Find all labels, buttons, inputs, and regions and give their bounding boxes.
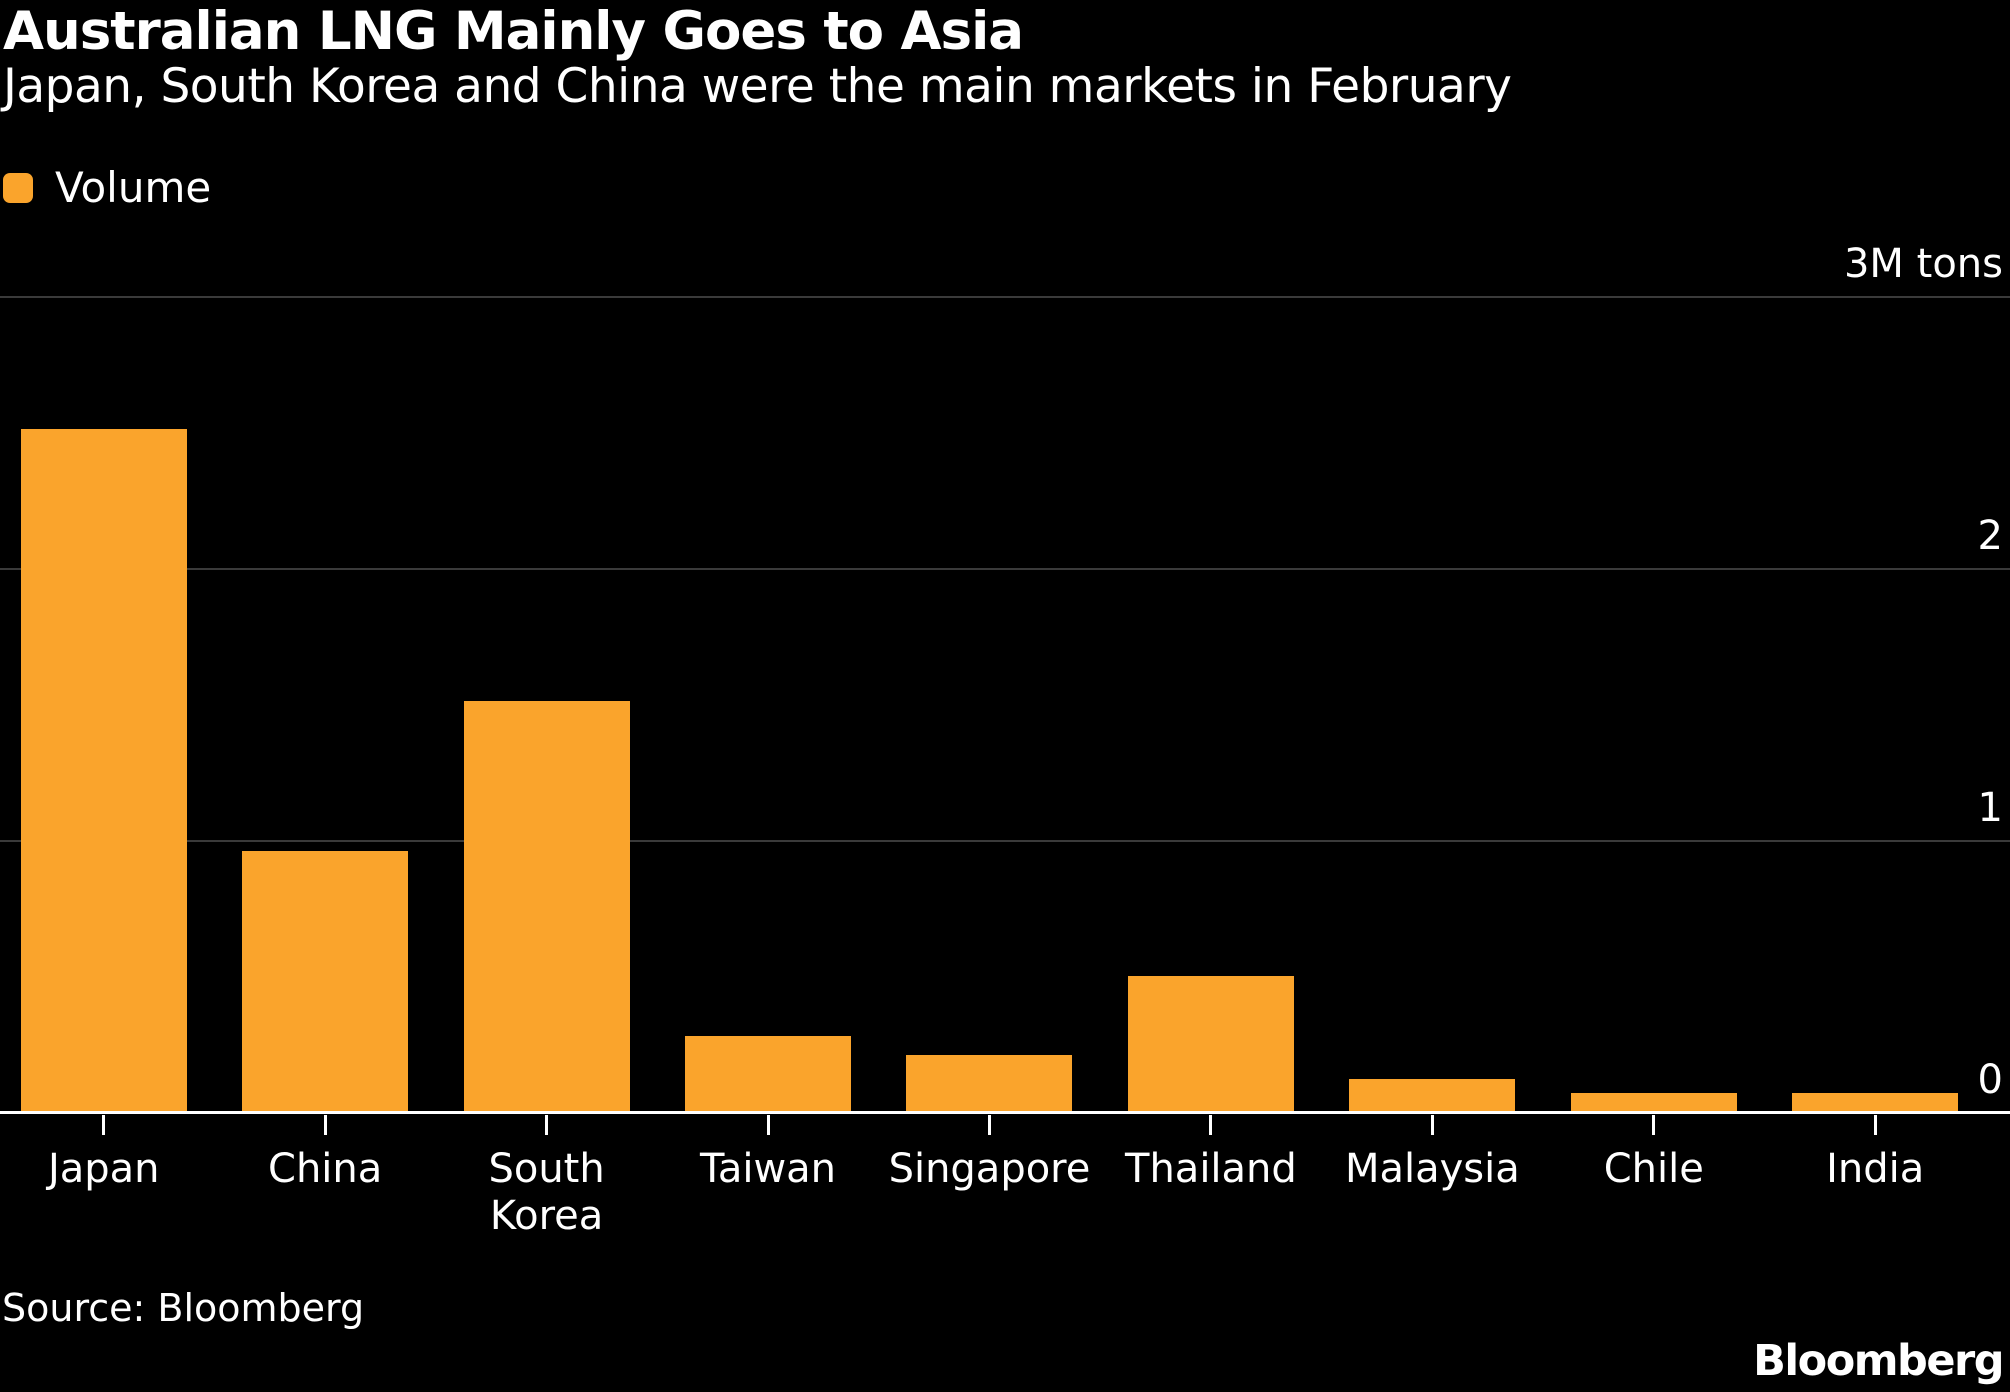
bar-india xyxy=(1792,1092,1959,1112)
tick-slot xyxy=(1765,1115,1986,1135)
tick-slot xyxy=(657,1115,878,1135)
bar-thailand xyxy=(1127,976,1294,1112)
x-axis-ticks xyxy=(0,1115,1986,1135)
x-axis-label-malaysia: Malaysia xyxy=(1344,1146,1520,1192)
x-axis-label-south-korea: South Korea xyxy=(488,1146,605,1240)
bar-china xyxy=(242,850,409,1112)
bar-malaysia xyxy=(1349,1079,1516,1112)
x-axis-tick-thailand xyxy=(1209,1115,1213,1135)
x-axis-tick-chile xyxy=(1652,1115,1656,1135)
x-axis-tick-china xyxy=(323,1115,327,1135)
legend-swatch-volume xyxy=(3,173,33,203)
x-axis-label-chile: Chile xyxy=(1603,1146,1704,1192)
y-axis-label-1: 1 xyxy=(1977,785,2003,831)
x-axis-label-singapore: Singapore xyxy=(888,1146,1091,1192)
y-axis-label-0: 0 xyxy=(1977,1057,2003,1103)
bar-slot-singapore xyxy=(879,296,1100,1112)
legend-label-volume: Volume xyxy=(55,163,212,212)
bar-slot-india xyxy=(1765,296,1986,1112)
gridline-1 xyxy=(0,840,2010,842)
tick-slot xyxy=(879,1115,1100,1135)
gridline-2 xyxy=(0,568,2010,570)
bar-singapore xyxy=(906,1054,1073,1112)
x-axis-label-taiwan: Taiwan xyxy=(700,1146,837,1192)
legend: Volume xyxy=(3,166,211,210)
x-axis-tick-india xyxy=(1873,1115,1877,1135)
tick-slot xyxy=(1543,1115,1764,1135)
bar-slot-china xyxy=(214,296,435,1112)
tick-slot xyxy=(0,1115,214,1135)
bar-taiwan xyxy=(685,1035,852,1112)
x-axis-label-india: India xyxy=(1826,1146,1925,1192)
bar-slot-thailand xyxy=(1100,296,1321,1112)
bar-series-volume xyxy=(0,296,1986,1112)
x-axis-tick-south-korea xyxy=(545,1115,549,1135)
chart-subtitle: Japan, South Korea and China were the ma… xyxy=(3,59,1512,114)
x-axis-label-japan: Japan xyxy=(47,1146,160,1192)
x-axis-labels: Japan China South Korea Taiwan Singapore Thai… xyxy=(0,1146,1986,1240)
gridline-3 xyxy=(0,296,2010,298)
x-axis-label-thailand: Thailand xyxy=(1125,1146,1297,1192)
x-axis-tick-singapore xyxy=(987,1115,991,1135)
x-axis-tick-malaysia xyxy=(1430,1115,1434,1135)
x-axis-label-china: China xyxy=(268,1146,383,1192)
plot-area xyxy=(0,296,2010,1114)
bar-slot-chile xyxy=(1543,296,1764,1112)
bar-slot-malaysia xyxy=(1322,296,1543,1112)
bar-slot-japan xyxy=(0,296,214,1112)
y-axis-label-2: 2 xyxy=(1977,513,2003,559)
x-axis-tick-taiwan xyxy=(766,1115,770,1135)
x-axis-tick-japan xyxy=(102,1115,106,1135)
x-axis-line xyxy=(0,1111,2010,1114)
tick-slot xyxy=(1100,1115,1321,1135)
chart-title: Australian LNG Mainly Goes to Asia xyxy=(3,1,1024,62)
tick-slot xyxy=(214,1115,435,1135)
tick-slot xyxy=(436,1115,657,1135)
bar-south-korea xyxy=(463,701,630,1112)
source-note: Source: Bloomberg xyxy=(2,1286,365,1330)
y-axis-label-3: 3M tons xyxy=(1843,241,2003,287)
bar-slot-taiwan xyxy=(657,296,878,1112)
bar-japan xyxy=(20,429,187,1112)
bloomberg-logo: Bloomberg xyxy=(1753,1336,2004,1386)
bar-slot-south-korea xyxy=(436,296,657,1112)
bar-chile xyxy=(1570,1092,1737,1112)
tick-slot xyxy=(1322,1115,1543,1135)
